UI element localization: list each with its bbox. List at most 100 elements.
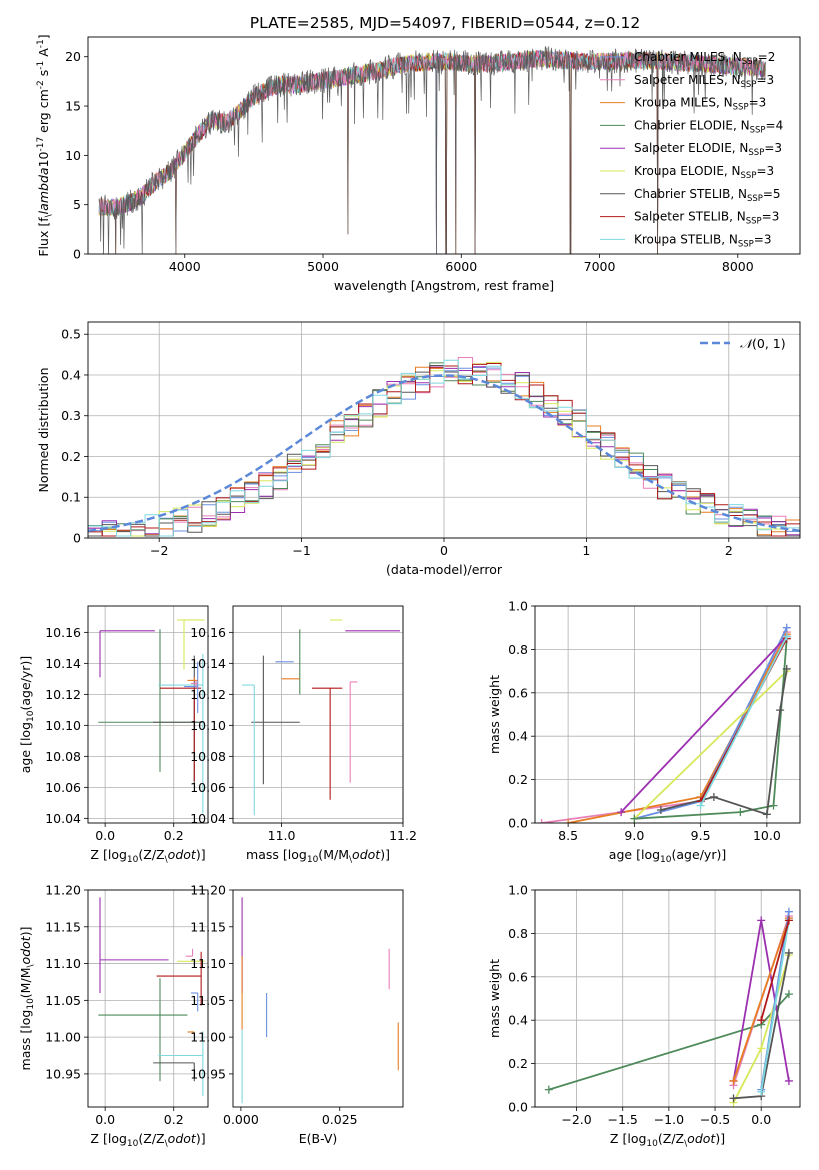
age_vs_mass-errorbars: [242, 619, 400, 816]
weight-marker: [757, 1044, 766, 1053]
y-tick-label: 0.6: [508, 969, 528, 984]
weight-line: [634, 638, 788, 820]
y-tick-label: 11.10: [45, 956, 81, 971]
legend-label: Salpeter STELIB, NSSP=3: [634, 210, 779, 227]
age_vs_Z-panel: 0.0 0.2 10.04 10.06 10.08 10.10 10.12 10.14 10.1…: [18, 605, 209, 865]
weight-marker: [630, 814, 639, 823]
weight-line: [760, 920, 790, 1021]
weight-marker: [776, 706, 785, 715]
y-tick-label: 0.4: [508, 1013, 528, 1028]
errorbar-point: [242, 684, 255, 816]
y-tick-label: 11.05: [45, 993, 81, 1008]
plot-frame: [87, 321, 801, 539]
y-tick-label: 0.0: [508, 1100, 528, 1115]
y-tick-label: 1.0: [508, 883, 528, 898]
y-tick-label: 0.8: [508, 642, 528, 657]
x-tick-label: −1.0: [654, 1112, 684, 1127]
errorbar-point: [184, 661, 199, 713]
x-tick-label: 0.025: [322, 1112, 358, 1127]
y-tick-label: 0.4: [508, 729, 528, 744]
x-tick-label: 0.2: [164, 828, 184, 843]
errorbar-point: [187, 677, 198, 681]
normal-curve: [88, 374, 800, 533]
x-tick-label: 1: [582, 543, 590, 558]
spectrum-panel: 4000 5000 6000 7000 8000 0 5 10 15 20 wavelength […: [36, 34, 801, 293]
weight-line: [660, 668, 788, 816]
y-tick-label: 0.4: [61, 367, 81, 382]
legend-label: Chabrier MILES, NSSP=2: [634, 50, 775, 67]
y-tick-label: 10.12: [190, 687, 226, 702]
weight-line: [567, 633, 788, 823]
weight-line: [633, 670, 788, 820]
x-tick-label: 7000: [584, 259, 616, 274]
y-tick-label: 10.06: [45, 780, 81, 795]
errorbar-point: [158, 1031, 204, 1096]
weight-marker: [729, 1076, 738, 1085]
spectrum-series: [98, 46, 766, 254]
y-axis-label: Normed distribution: [36, 367, 51, 492]
weight-marker: [784, 1076, 793, 1085]
y-tick-label: 0.2: [61, 449, 81, 464]
weight-marker: [757, 1016, 766, 1025]
y-tick-label: 10.10: [45, 718, 81, 733]
errorbar-point: [153, 1062, 195, 1082]
weight-line: [760, 920, 790, 1092]
weight_vs_age-series: [537, 623, 791, 823]
age_vs_Z-errorbars: [98, 619, 205, 814]
weight-marker: [709, 792, 718, 801]
plot-frame: [87, 605, 209, 824]
errorbar-point: [156, 951, 202, 1006]
y-tick-label: 10.16: [190, 625, 226, 640]
y-tick-label: 10.10: [190, 718, 226, 733]
weight-line: [620, 635, 788, 813]
weight-marker: [537, 819, 546, 823]
y-tick-label: 0.0: [508, 816, 528, 831]
x-tick-label: −1.5: [608, 1112, 638, 1127]
legend-label: Salpeter ELODIE, NSSP=3: [634, 141, 782, 158]
errorbar-point: [311, 687, 343, 800]
errorbar-point: [99, 897, 169, 993]
y-tick-label: 0.2: [508, 1056, 528, 1071]
weight_vs_Z-panel: −2.0 −1.5 −1.0 −0.5 0.0 0.0 0.2 0.4 0.6 0.8 1.0 Z […: [487, 883, 801, 1149]
residuals-legend: 𝒩(0, 1): [700, 336, 786, 351]
legend-label: 𝒩(0, 1): [740, 336, 786, 351]
y-axis-label: Flux [f\lambda10-17 erg cm-2 s-1 A-1]: [36, 34, 54, 256]
y-tick-label: 10.04: [190, 811, 226, 826]
weight-line: [541, 631, 788, 823]
weight-marker: [564, 819, 573, 823]
legend-label: Kroupa STELIB, NSSP=3: [634, 232, 772, 249]
plot-frame: [232, 605, 404, 824]
y-tick-label: 5: [73, 197, 81, 212]
y-tick-label: 0: [73, 531, 81, 546]
weight-marker: [617, 808, 626, 817]
x-tick-label: 6000: [445, 259, 477, 274]
x-axis-label: wavelength [Angstrom, rest frame]: [334, 278, 554, 293]
y-tick-label: 15: [65, 99, 81, 114]
x-tick-label: 2: [725, 543, 733, 558]
legend-label: Kroupa ELODIE, NSSP=3: [634, 164, 774, 181]
histogram-steps: [88, 357, 800, 538]
errorbar-point: [160, 687, 202, 782]
y-tick-label: 10.95: [45, 1066, 81, 1081]
plot-frame: [534, 605, 801, 824]
weight-marker: [736, 808, 745, 817]
y-axis-label: mass weight: [487, 959, 502, 1038]
y-tick-label: 0.2: [508, 772, 528, 787]
y-tick-label: 10.12: [45, 687, 81, 702]
x-tick-label: 0: [440, 543, 448, 558]
figure-title: PLATE=2585, MJD=54097, FIBERID=0544, z=0…: [250, 14, 640, 32]
x-tick-label: 9.0: [624, 828, 644, 843]
weight-marker: [784, 948, 793, 957]
y-axis-label: age [log10(age/yr)]: [18, 656, 36, 773]
mass_vs_ebv-errorbars: [241, 897, 399, 1104]
x-tick-label: 0.0: [95, 828, 115, 843]
errorbar-point: [190, 680, 198, 687]
x-axis-label: E(B-V): [299, 1131, 338, 1146]
y-tick-label: 11.00: [45, 1030, 81, 1045]
weight-marker: [762, 810, 771, 819]
y-tick-label: 0.8: [508, 926, 528, 941]
x-tick-label: 5000: [307, 259, 339, 274]
y-tick-label: 11.00: [190, 1030, 226, 1045]
weight-line: [732, 917, 790, 1082]
y-tick-label: 10.95: [190, 1066, 226, 1081]
